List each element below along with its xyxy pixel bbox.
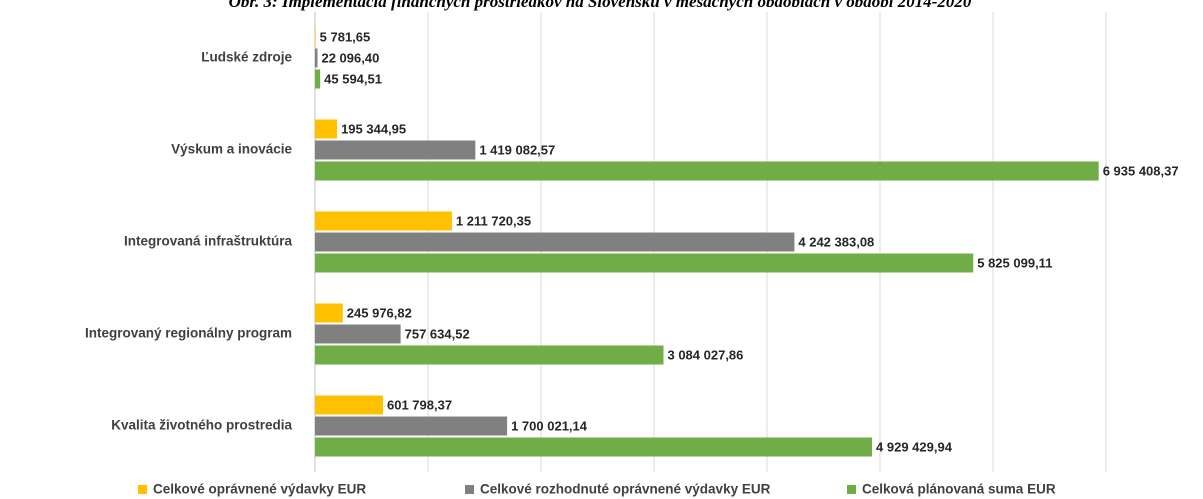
value-label: 245 976,82 — [347, 305, 412, 320]
bar — [315, 161, 1099, 181]
value-label: 1 211 720,35 — [456, 213, 531, 228]
legend-label: Celkové rozhodnuté oprávnené výdavky EUR — [480, 482, 771, 497]
bar — [315, 303, 343, 323]
value-label: 6 935 408,37 — [1103, 163, 1179, 178]
value-label: 3 084 027,86 — [667, 347, 743, 362]
value-label: 4 242 383,08 — [798, 234, 874, 249]
bar — [315, 27, 316, 47]
value-label: 757 634,52 — [405, 326, 470, 341]
value-label: 601 798,37 — [387, 397, 452, 412]
bar — [315, 48, 318, 68]
legend-swatch — [138, 485, 147, 494]
value-label: 4 929 429,94 — [876, 439, 953, 454]
bar — [315, 416, 508, 436]
value-label: 22 096,40 — [321, 50, 379, 65]
value-label: 1 700 021,14 — [511, 418, 588, 433]
legend-swatch — [847, 485, 856, 494]
legend-swatch — [465, 485, 474, 494]
category-label: Výskum a inovácie — [171, 142, 292, 157]
category-label: Ľudské zdroje — [201, 50, 292, 65]
category-label: Integrovaná infraštruktúra — [124, 234, 293, 249]
chart-title: Obr. 3: Implementácia finančných prostri… — [229, 0, 972, 11]
bar — [315, 69, 321, 89]
bar — [315, 437, 873, 457]
value-label: 195 344,95 — [341, 121, 406, 136]
bar — [315, 395, 384, 415]
bar — [315, 140, 476, 160]
bar — [315, 345, 664, 365]
bar — [315, 119, 338, 139]
value-label: 45 594,51 — [324, 71, 382, 86]
bar — [315, 253, 974, 273]
category-label: Integrovaný regionálny program — [85, 326, 292, 341]
value-label: 5 781,65 — [320, 29, 371, 44]
value-label: 5 825 099,11 — [977, 255, 1052, 270]
bar — [315, 211, 452, 231]
value-label: 1 419 082,57 — [479, 142, 555, 157]
bar — [315, 324, 401, 344]
bar — [315, 232, 795, 252]
legend-label: Celková plánovaná suma EUR — [862, 482, 1056, 497]
legend-label: Celkové oprávnené výdavky EUR — [153, 482, 366, 497]
category-label: Kvalita životného prostredia — [111, 418, 292, 433]
